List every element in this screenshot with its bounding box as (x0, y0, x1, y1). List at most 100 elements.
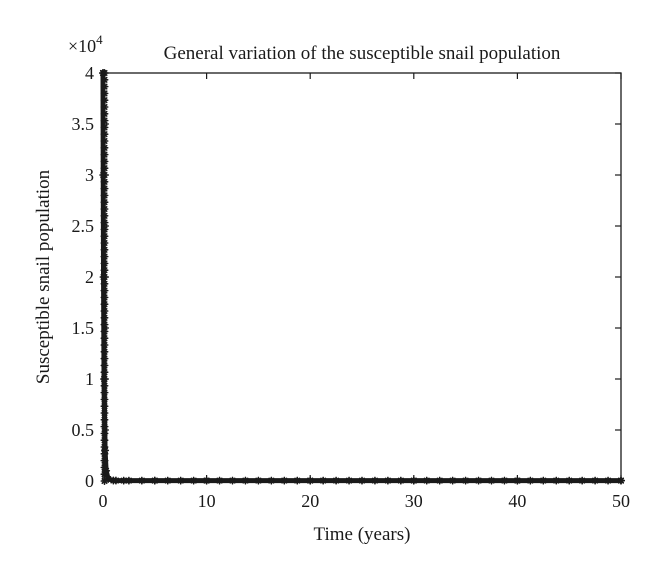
series-point (552, 476, 561, 485)
series-point (267, 476, 276, 485)
data-point (99, 171, 108, 179)
series-point (100, 137, 109, 145)
series-point (100, 408, 109, 418)
x-tick-label: 40 (508, 491, 526, 511)
series-point (176, 476, 185, 485)
data-point (616, 476, 626, 485)
series-point (100, 259, 109, 268)
series-point (100, 150, 109, 159)
series-point (100, 340, 109, 350)
series-point (578, 476, 587, 485)
plot-area-frame (102, 72, 622, 482)
series-point (345, 476, 354, 485)
x-tick-label: 0 (99, 491, 108, 511)
x-tick-label: 20 (301, 491, 319, 511)
series-point (100, 429, 109, 438)
series-point (100, 415, 109, 424)
series-point (100, 130, 109, 139)
series-point (100, 327, 109, 336)
series-point (100, 205, 109, 213)
series-point (100, 279, 109, 288)
series-point (474, 476, 483, 485)
series-point (332, 476, 341, 485)
series-point (100, 354, 109, 363)
series-point (100, 116, 109, 125)
series-point (100, 211, 109, 220)
series-point (100, 75, 109, 84)
series-point (100, 422, 109, 431)
data-point (101, 446, 110, 455)
data-point (100, 374, 109, 384)
data-point (513, 476, 522, 485)
series-point (100, 82, 109, 91)
y-tick-label: 1.5 (72, 318, 95, 338)
series-point (422, 476, 431, 485)
series-point (526, 476, 535, 485)
series-point (100, 347, 109, 356)
series-point (100, 89, 109, 98)
series-point (100, 232, 109, 241)
series-point (100, 368, 109, 377)
series-point (100, 381, 109, 390)
series-point (396, 476, 405, 485)
series-point (100, 239, 109, 247)
series-point (100, 320, 109, 329)
data-point (150, 476, 159, 485)
series-point (100, 184, 109, 193)
x-tick-label: 30 (405, 491, 423, 511)
series-point (100, 313, 109, 322)
chart-title: General variation of the susceptible sna… (164, 43, 561, 64)
y-tick-label: 2.5 (72, 216, 95, 236)
series-point (100, 177, 109, 186)
series-point (100, 361, 109, 370)
y-axis-title: Susceptible snail population (33, 169, 54, 384)
series-point (357, 476, 367, 485)
series-point (100, 245, 109, 254)
series-point (293, 476, 302, 485)
series-point (100, 109, 109, 118)
series-point (100, 334, 109, 343)
y-tick-label: 3 (85, 165, 94, 185)
series-point (215, 476, 224, 485)
series-point (319, 476, 328, 485)
y-tick-label: 3.5 (72, 114, 95, 134)
y-tick-label: 4 (85, 63, 94, 83)
data-point (409, 476, 418, 485)
series-point (604, 476, 613, 485)
series-point (100, 103, 109, 111)
series-point (461, 476, 470, 485)
series-line (100, 72, 621, 484)
series-point (539, 476, 548, 485)
data-point (99, 272, 108, 282)
data-point (202, 476, 211, 485)
series-point (591, 476, 600, 485)
series-point (100, 157, 109, 166)
data-point (102, 466, 111, 475)
series-point (565, 476, 574, 485)
series-point (100, 191, 109, 200)
x-tick-label: 10 (198, 491, 216, 511)
y-tick-label: 0.5 (72, 420, 95, 440)
data-point (109, 476, 118, 485)
series-point (100, 198, 109, 207)
series-point (280, 476, 289, 485)
series-point (100, 123, 109, 132)
series-point (189, 476, 198, 485)
series-point (241, 476, 250, 485)
series-point (100, 293, 109, 302)
y-tick-label: 2 (85, 267, 94, 287)
series-point (100, 143, 109, 152)
data-point (99, 69, 107, 77)
series-point (100, 218, 109, 227)
y-tick-label: 1 (85, 369, 94, 389)
data-point (306, 476, 315, 485)
series-point (383, 476, 392, 485)
series-point (100, 456, 109, 465)
series-point (370, 476, 379, 485)
series-point (100, 306, 109, 316)
x-axis-title: Time (years) (314, 524, 411, 545)
axis-ticks: 0 10 20 30 40 50 0 0.5 1 1.5 2 2.5 3 3.5 4 (72, 63, 631, 511)
series-point (100, 300, 109, 309)
y-tick-label: 0 (85, 471, 94, 491)
series-point (254, 476, 263, 485)
